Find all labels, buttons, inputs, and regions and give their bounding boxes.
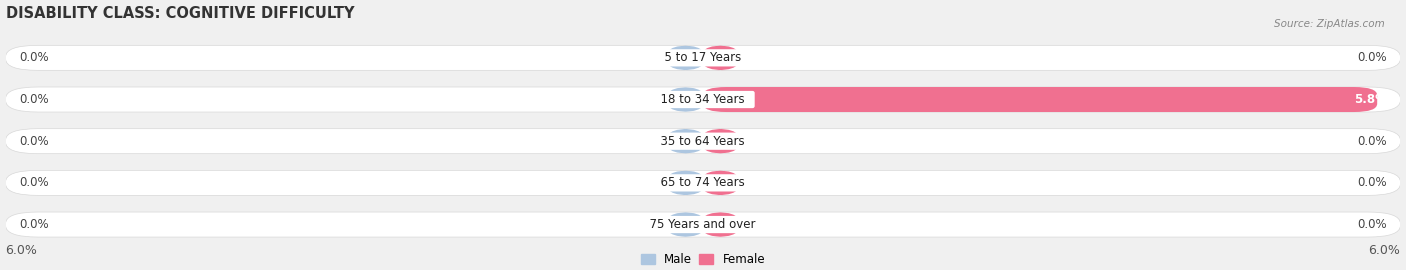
FancyBboxPatch shape <box>668 170 703 195</box>
FancyBboxPatch shape <box>6 170 1400 195</box>
FancyBboxPatch shape <box>703 170 738 195</box>
FancyBboxPatch shape <box>668 87 703 112</box>
Text: 0.0%: 0.0% <box>20 135 49 148</box>
Text: 6.0%: 6.0% <box>6 244 38 257</box>
Text: 0.0%: 0.0% <box>20 51 49 64</box>
FancyBboxPatch shape <box>703 212 738 237</box>
Text: 0.0%: 0.0% <box>20 176 49 189</box>
Text: 0.0%: 0.0% <box>1357 176 1386 189</box>
FancyBboxPatch shape <box>703 87 1378 112</box>
FancyBboxPatch shape <box>668 45 703 70</box>
Text: 0.0%: 0.0% <box>20 93 49 106</box>
Text: 65 to 74 Years: 65 to 74 Years <box>654 176 752 189</box>
FancyBboxPatch shape <box>6 129 1400 154</box>
FancyBboxPatch shape <box>703 129 738 154</box>
FancyBboxPatch shape <box>668 212 703 237</box>
Text: 6.0%: 6.0% <box>1368 244 1400 257</box>
FancyBboxPatch shape <box>6 87 1400 112</box>
Text: 0.0%: 0.0% <box>1357 51 1386 64</box>
Text: 18 to 34 Years: 18 to 34 Years <box>654 93 752 106</box>
Text: Source: ZipAtlas.com: Source: ZipAtlas.com <box>1274 19 1385 29</box>
Legend: Male, Female: Male, Female <box>641 253 765 266</box>
Text: 0.0%: 0.0% <box>1357 218 1386 231</box>
Text: 75 Years and over: 75 Years and over <box>643 218 763 231</box>
Text: 5 to 17 Years: 5 to 17 Years <box>657 51 749 64</box>
FancyBboxPatch shape <box>703 45 738 70</box>
Text: DISABILITY CLASS: COGNITIVE DIFFICULTY: DISABILITY CLASS: COGNITIVE DIFFICULTY <box>6 6 354 21</box>
FancyBboxPatch shape <box>668 129 703 154</box>
FancyBboxPatch shape <box>6 212 1400 237</box>
Text: 5.8%: 5.8% <box>1354 93 1386 106</box>
Text: 0.0%: 0.0% <box>20 218 49 231</box>
Text: 35 to 64 Years: 35 to 64 Years <box>654 135 752 148</box>
Text: 0.0%: 0.0% <box>1357 135 1386 148</box>
FancyBboxPatch shape <box>6 45 1400 70</box>
